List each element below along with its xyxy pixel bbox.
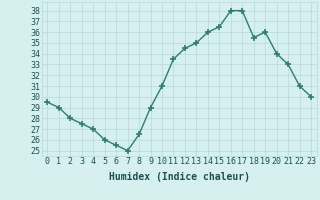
X-axis label: Humidex (Indice chaleur): Humidex (Indice chaleur) bbox=[109, 172, 250, 182]
